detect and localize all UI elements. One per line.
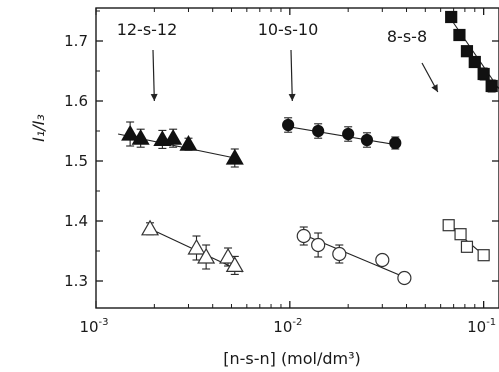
data-point-square — [477, 249, 490, 262]
data-point-triangle — [225, 148, 244, 165]
data-point-circle — [332, 246, 347, 262]
data-point-circle — [342, 127, 355, 141]
data-point-triangle — [121, 124, 140, 141]
fit-line — [446, 13, 499, 90]
data-point-circle — [282, 118, 295, 132]
annotation-arrowhead — [288, 93, 296, 101]
data-point-triangle — [197, 247, 216, 264]
data-point-triangle — [164, 128, 183, 145]
data-point-square — [485, 79, 498, 93]
data-point-triangle — [140, 219, 160, 236]
data-point-square — [477, 67, 490, 81]
x-tick-label: 10-3 — [79, 317, 108, 336]
annotation-arrow — [290, 49, 293, 102]
data-point-square — [460, 240, 474, 253]
y-tick-label: 1.3 — [64, 272, 88, 290]
data-point-circle — [389, 136, 402, 150]
plot-frame — [95, 7, 499, 309]
annotation-arrowhead — [431, 84, 438, 92]
data-point-triangle — [225, 256, 244, 272]
x-axis-label: [n-s-n] (mol/dm³) — [223, 349, 361, 368]
y-axis-label: I₁/I₃ — [29, 114, 48, 142]
annotation-arrow — [152, 49, 155, 102]
data-point-circle — [375, 252, 390, 268]
data-point-square — [445, 10, 458, 24]
data-point-triangle — [179, 134, 198, 151]
series-annotation-label: 8-s-8 — [387, 27, 427, 46]
data-point-circle — [397, 270, 412, 286]
series-annotation-label: 10-s-10 — [258, 20, 319, 39]
y-tick-label: 1.4 — [64, 212, 88, 230]
data-point-triangle — [187, 238, 206, 255]
data-point-circle — [311, 237, 326, 253]
x-tick-label: 10-2 — [273, 317, 302, 336]
y-tick-label: 1.5 — [64, 152, 88, 170]
annotation-arrowhead — [150, 93, 158, 101]
data-point-triangle — [131, 128, 150, 145]
data-point-square — [453, 28, 466, 42]
x-tick-label: 10-1 — [467, 317, 496, 336]
data-point-triangle — [219, 247, 238, 264]
data-point-square — [460, 45, 474, 58]
y-tick-label: 1.7 — [64, 32, 88, 50]
data-point-square — [442, 219, 455, 232]
data-point-square — [468, 55, 481, 69]
data-point-square — [454, 228, 467, 241]
data-point-circle — [296, 228, 311, 244]
series-annotation-label: 12-s-12 — [117, 20, 178, 39]
data-point-circle — [360, 133, 374, 147]
y-tick-label: 1.6 — [64, 92, 88, 110]
data-point-circle — [312, 124, 325, 138]
